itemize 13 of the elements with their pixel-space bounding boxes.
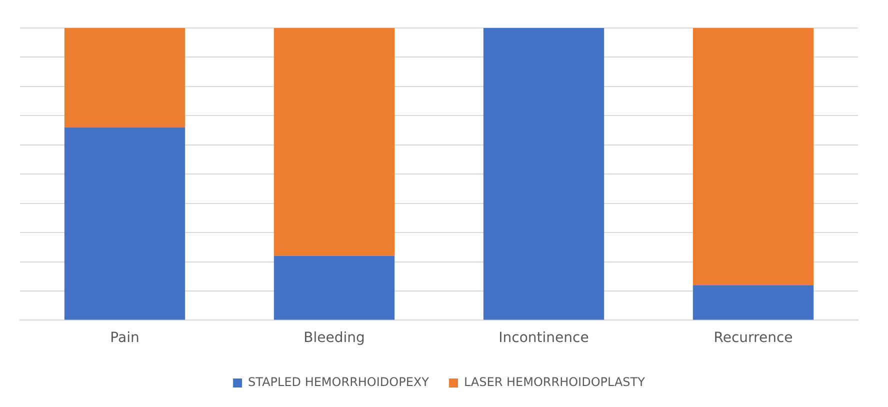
legend-label: STAPLED HEMORRHOIDOPEXY: [248, 375, 430, 390]
x-tick-label: Recurrence: [714, 330, 793, 346]
x-tick-label: Pain: [110, 330, 140, 346]
legend-label: LASER HEMORRHOIDOPLASTY: [464, 375, 646, 390]
bar: [64, 28, 186, 128]
bar: [692, 285, 814, 320]
bar: [274, 28, 395, 256]
bar: [483, 28, 604, 320]
bar: [274, 256, 395, 320]
x-tick-label: Incontinence: [498, 330, 589, 346]
bar: [692, 28, 814, 286]
bar: [64, 127, 186, 320]
x-tick-label: Bleeding: [304, 330, 365, 346]
